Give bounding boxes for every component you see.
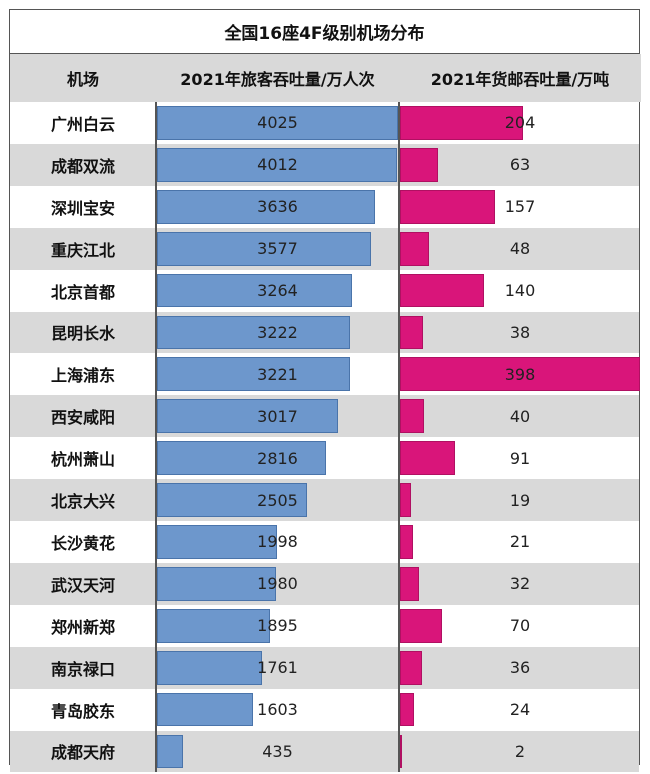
passenger-value: 4012 — [257, 155, 298, 175]
cargo-bar — [400, 315, 423, 350]
airport-name: 成都双流 — [50, 156, 115, 176]
row-stripe — [10, 479, 639, 521]
cargo-value: 19 — [509, 490, 531, 510]
chart-title: 全国16座4F级别机场分布 — [10, 10, 639, 54]
airport-name: 长沙黄花 — [50, 533, 115, 553]
airport-name: 深圳宝安 — [50, 198, 115, 218]
passenger-value: 3222 — [257, 322, 298, 342]
airport-name: 昆明长水 — [50, 324, 115, 344]
passenger-bar — [157, 315, 350, 350]
airport-name: 广州白云 — [50, 114, 115, 134]
passenger-value: 3264 — [257, 281, 298, 301]
passenger-value: 1895 — [257, 616, 298, 636]
cargo-value: 63 — [509, 155, 531, 175]
cargo-bar — [400, 357, 640, 392]
passenger-bar — [157, 189, 375, 224]
cargo-bar — [400, 441, 455, 476]
cargo-bar — [400, 734, 402, 769]
airport-name: 上海浦东 — [50, 366, 115, 386]
cargo-value: 24 — [509, 700, 531, 720]
cargo-bar — [400, 608, 443, 643]
cargo-bar — [400, 399, 425, 434]
cargo-bar — [400, 106, 523, 140]
column-divider — [155, 102, 157, 773]
cargo-value: 91 — [509, 448, 531, 468]
airport-name: 南京禄口 — [50, 659, 115, 679]
passenger-value: 3221 — [257, 364, 298, 384]
cargo-value: 38 — [509, 322, 531, 342]
passenger-value: 2505 — [257, 490, 298, 510]
passenger-bar — [157, 399, 338, 434]
passenger-bar — [157, 525, 277, 559]
cargo-bar — [400, 273, 485, 308]
airport-name: 杭州萧山 — [50, 450, 115, 470]
cargo-value: 398 — [504, 364, 536, 384]
passenger-bar — [157, 231, 372, 266]
header-airport: 机场 — [10, 54, 156, 102]
passenger-bar — [157, 483, 307, 517]
cargo-value: 2 — [514, 741, 526, 761]
header-passenger: 2021年旅客吞吐量/万人次 — [156, 54, 399, 102]
cargo-value: 140 — [504, 281, 536, 301]
passenger-value: 3577 — [257, 239, 298, 259]
passenger-bar — [157, 608, 271, 643]
cargo-bar — [400, 189, 495, 224]
cargo-value: 36 — [509, 658, 531, 678]
passenger-value: 1998 — [257, 532, 298, 552]
passenger-bar — [157, 441, 326, 476]
passenger-bar — [157, 692, 253, 727]
passenger-bar — [157, 147, 398, 182]
passenger-value: 1603 — [257, 700, 298, 720]
cargo-value: 70 — [509, 616, 531, 636]
airport-name: 西安咸阳 — [50, 408, 115, 428]
cargo-bar — [400, 650, 422, 685]
passenger-bar — [157, 357, 350, 392]
cargo-bar — [400, 483, 412, 517]
airport-name: 青岛胶东 — [50, 701, 115, 721]
cargo-value: 48 — [509, 239, 531, 259]
airport-name: 北京大兴 — [50, 492, 115, 512]
cargo-value: 40 — [509, 406, 531, 426]
airport-name: 北京首都 — [50, 282, 115, 302]
passenger-value: 2816 — [257, 448, 298, 468]
passenger-bar — [157, 734, 184, 769]
cargo-bar — [400, 692, 415, 727]
airport-name: 武汉天河 — [50, 575, 115, 595]
airport-name: 重庆江北 — [50, 240, 115, 260]
cargo-value: 157 — [504, 197, 536, 217]
chart-frame: 全国16座4F级别机场分布 机场 2021年旅客吞吐量/万人次 2021年货邮吞… — [9, 9, 641, 773]
passenger-bar — [157, 650, 263, 685]
cargo-value: 21 — [509, 532, 531, 552]
airport-name: 郑州新郑 — [50, 617, 115, 637]
passenger-value: 1761 — [257, 658, 298, 678]
passenger-bar — [157, 566, 276, 601]
airport-name: 成都天府 — [50, 743, 115, 763]
cargo-bar — [400, 525, 413, 559]
passenger-bar — [157, 273, 353, 308]
cargo-bar — [400, 231, 429, 266]
passenger-value: 3017 — [257, 406, 298, 426]
passenger-value: 1980 — [257, 574, 298, 594]
row-stripe — [10, 646, 639, 689]
passenger-value: 3636 — [257, 197, 298, 217]
row-stripe — [10, 730, 639, 773]
header-cargo: 2021年货邮吞吐量/万吨 — [399, 54, 641, 102]
passenger-value: 4025 — [257, 113, 298, 133]
cargo-value: 204 — [504, 113, 536, 133]
row-stripe — [10, 562, 639, 605]
cargo-bar — [400, 566, 420, 601]
column-divider — [398, 102, 400, 773]
cargo-bar — [400, 147, 438, 182]
passenger-value: 435 — [262, 741, 293, 761]
cargo-value: 32 — [509, 574, 531, 594]
passenger-bar — [157, 106, 398, 140]
